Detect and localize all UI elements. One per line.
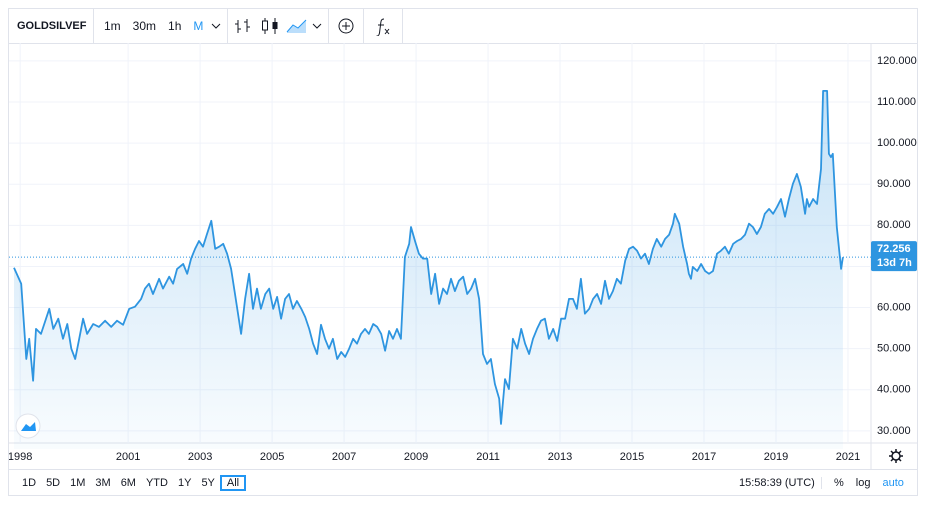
area-icon[interactable] [284, 16, 310, 36]
clock: 15:58:39 (UTC) [739, 477, 815, 489]
range-button[interactable]: 5Y [201, 477, 215, 489]
scale-option[interactable]: log [855, 477, 871, 489]
indicators-icon[interactable] [368, 16, 398, 36]
y-tick-label: 40.000 [877, 384, 911, 396]
range-button[interactable]: 1Y [177, 477, 192, 489]
countdown-label: 13d 7h [877, 257, 912, 269]
bars-icon[interactable] [232, 16, 258, 36]
range-button[interactable]: 1M [70, 477, 86, 489]
symbol[interactable]: GOLDSILVEF [9, 9, 94, 43]
x-tick-label: 2001 [116, 451, 140, 463]
interval-button[interactable]: 30m [132, 19, 157, 33]
range-button[interactable]: 3M [95, 477, 111, 489]
bottom-bar: 1D 5D 1M 3M 6M YTD 1Y 5Y All 15:58:39 (UTC) % log… [9, 469, 917, 497]
y-tick-label: 100.000 [877, 137, 917, 149]
y-tick-label: 120.000 [877, 55, 917, 67]
x-tick-label: 2017 [692, 451, 716, 463]
separator [363, 9, 365, 43]
y-tick-label: 90.000 [877, 178, 911, 190]
toolbar: GOLDSILVEF 1m 30m 1h M [9, 9, 917, 44]
range-button[interactable]: 6M [120, 477, 136, 489]
logo[interactable] [15, 413, 41, 439]
x-tick-label: 2015 [620, 451, 644, 463]
settings-icon[interactable] [889, 449, 903, 463]
range-button[interactable]: 1D [22, 477, 37, 489]
y-tick-label: 50.000 [877, 343, 911, 355]
interval-button[interactable]: 1m [104, 19, 121, 33]
y-tick-label: 80.000 [877, 219, 911, 231]
x-tick-label: 2005 [260, 451, 284, 463]
plot: 30.00040.00050.00060.00070.00080.00090.0… [9, 43, 917, 469]
separator [328, 9, 330, 43]
x-tick-label: 1998 [9, 451, 32, 463]
price-line [13, 90, 844, 425]
candles-icon[interactable] [258, 16, 284, 36]
x-tick-label: 2003 [188, 451, 212, 463]
x-tick-label: 2009 [404, 451, 428, 463]
range-button[interactable]: 5D [46, 477, 61, 489]
x-tick-label: 2021 [836, 451, 860, 463]
separator [402, 9, 404, 43]
interval-button[interactable]: 1h [168, 19, 182, 33]
range-button[interactable]: All [219, 475, 247, 491]
scale-option[interactable]: auto [882, 477, 904, 489]
scale-options: % log auto [821, 477, 910, 489]
interval-button[interactable]: M [193, 19, 204, 33]
compare-icon[interactable] [333, 16, 359, 36]
separator [227, 9, 229, 43]
y-tick-label: 60.000 [877, 301, 911, 313]
x-tick-label: 2007 [332, 451, 356, 463]
ranges: 1D 5D 1M 3M 6M YTD 1Y 5Y All [17, 475, 247, 491]
dropdown-icon[interactable] [209, 19, 223, 33]
scale-option[interactable]: % [834, 477, 844, 489]
chart-widget: GOLDSILVEF 1m 30m 1h M 30.000 40.000 50.000 60… [8, 8, 918, 496]
x-tick-label: 2013 [548, 451, 572, 463]
x-tick-label: 2011 [476, 451, 500, 463]
x-tick-label: 2019 [764, 451, 788, 463]
last-price-box [871, 241, 917, 272]
y-tick-label: 30.000 [877, 425, 911, 437]
y-tick-label: 110.000 [877, 96, 916, 108]
intervals: 1m 30m 1h M [94, 19, 209, 33]
last-price-label: 72.256 [877, 243, 911, 255]
range-button[interactable]: YTD [145, 477, 168, 489]
dropdown-icon[interactable] [310, 19, 324, 33]
